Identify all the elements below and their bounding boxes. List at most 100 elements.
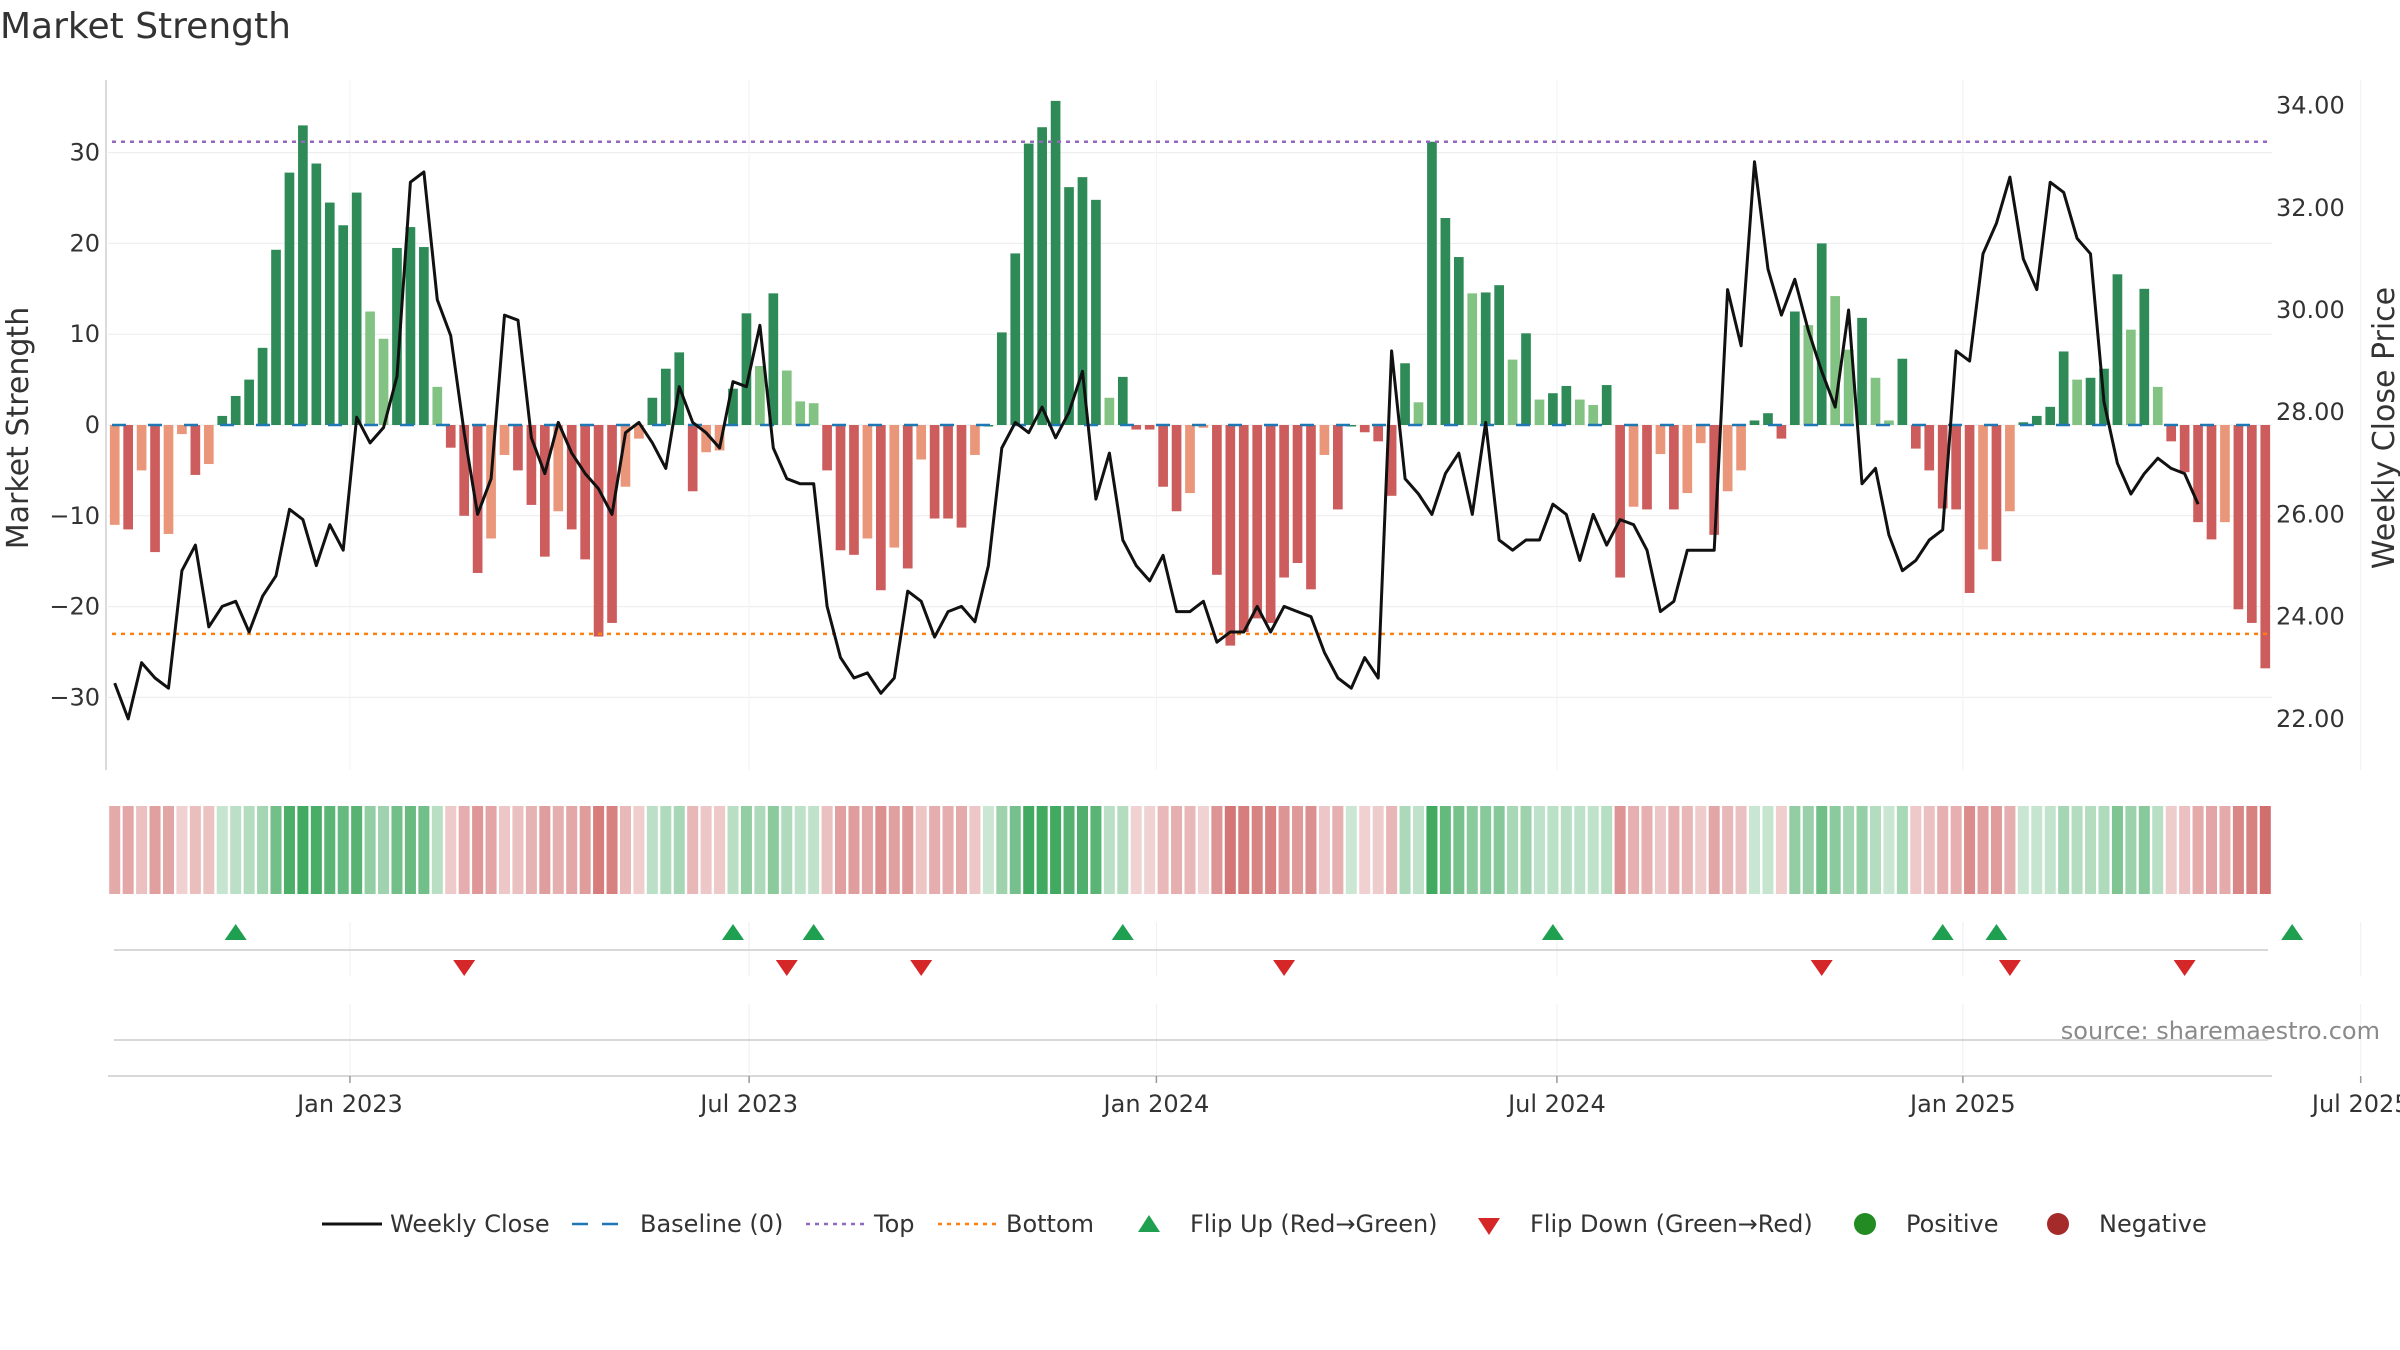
strength-bar bbox=[580, 425, 590, 560]
strength-bar bbox=[876, 425, 886, 591]
strip-cell bbox=[821, 806, 833, 894]
strip-cell bbox=[391, 806, 403, 894]
strength-bar bbox=[553, 425, 564, 512]
legend-swatch-flip-up bbox=[1138, 1215, 1160, 1232]
strength-bar bbox=[849, 425, 859, 555]
strength-bar bbox=[929, 425, 940, 519]
strip-cell bbox=[2044, 806, 2056, 894]
strip-cell bbox=[1977, 806, 1989, 894]
strength-bar bbox=[2112, 274, 2123, 425]
strip-cell bbox=[378, 806, 390, 894]
strength-bar bbox=[136, 425, 147, 471]
strength-bar bbox=[2058, 351, 2069, 425]
strength-bar bbox=[647, 397, 658, 425]
strength-bar bbox=[1548, 393, 1558, 425]
strength-bar bbox=[1427, 141, 1437, 425]
strength-bar bbox=[163, 425, 174, 534]
strength-bar bbox=[1830, 296, 1841, 425]
strength-bar bbox=[203, 425, 214, 465]
strip-cell bbox=[942, 806, 954, 894]
strip-cell bbox=[1601, 806, 1613, 894]
strength-bar bbox=[1682, 425, 1693, 494]
flip-down-marker bbox=[775, 960, 798, 976]
strip-cell bbox=[2192, 806, 2204, 894]
strip-cell bbox=[2179, 806, 2191, 894]
strip-cell bbox=[2206, 806, 2218, 894]
strip-cell bbox=[485, 806, 497, 894]
source-credit: source: sharemaestro.com bbox=[2061, 1017, 2380, 1045]
strip-cell bbox=[472, 806, 484, 894]
strip-cell bbox=[1036, 806, 1048, 894]
strip-cell bbox=[539, 806, 551, 894]
left-tick-label: 0 bbox=[85, 411, 100, 439]
strength-bar bbox=[459, 425, 470, 516]
strength-bar bbox=[1601, 385, 1612, 425]
legend: Weekly Close Baseline (0) Top Bottom Flip Up… bbox=[322, 1210, 2207, 1238]
strength-bar bbox=[123, 425, 134, 530]
strip-cell bbox=[1547, 806, 1559, 894]
strip-cell bbox=[1439, 806, 1451, 894]
strip-cell bbox=[1829, 806, 1841, 894]
legend-item: Weekly Close bbox=[322, 1210, 550, 1238]
strength-bar bbox=[1709, 425, 1720, 535]
strength-bar bbox=[2085, 377, 2096, 425]
strip-cell bbox=[848, 806, 860, 894]
legend-swatch-flip-down bbox=[1478, 1218, 1500, 1235]
strength-bar bbox=[539, 425, 550, 557]
strength-bar bbox=[1749, 420, 1760, 425]
strip-cell bbox=[1923, 806, 1935, 894]
strip-cell bbox=[1211, 806, 1223, 894]
strip-cell bbox=[2004, 806, 2016, 894]
strength-bar bbox=[714, 425, 725, 451]
strip-cell bbox=[2219, 806, 2231, 894]
strip-cell bbox=[1171, 806, 1183, 894]
strength-bar bbox=[1400, 363, 1410, 425]
strength-bar bbox=[217, 415, 228, 425]
strength-bar bbox=[1386, 425, 1397, 496]
strip-cell bbox=[767, 806, 779, 894]
strength-bar bbox=[419, 247, 429, 425]
strip-cell bbox=[2058, 806, 2070, 894]
strength-bar bbox=[298, 125, 308, 425]
strip-cell bbox=[1722, 806, 1734, 894]
strength-bar bbox=[513, 425, 523, 471]
strength-bar bbox=[1695, 425, 1706, 444]
legend-item: Flip Up (Red→Green) bbox=[1138, 1210, 1438, 1238]
strength-bar bbox=[741, 313, 752, 425]
strength-bar bbox=[2045, 406, 2056, 425]
strip-cell bbox=[1816, 806, 1828, 894]
strength-bar bbox=[1615, 425, 1625, 578]
strength-bar bbox=[1937, 425, 1948, 509]
flip-up-marker bbox=[1111, 924, 1134, 940]
strip-cell bbox=[1789, 806, 1801, 894]
x-axis-ticks: Jan 2023 Jul 2023 Jan 2024 Jul 2024 Jan 2025… bbox=[295, 1076, 2400, 1118]
strength-bar bbox=[1870, 377, 1881, 425]
flip-down-marker bbox=[1998, 960, 2021, 976]
strip-cell bbox=[982, 806, 994, 894]
strip-cell bbox=[1292, 806, 1304, 894]
strip-cell bbox=[2152, 806, 2164, 894]
x-tick-label: Jul 2023 bbox=[698, 1090, 798, 1118]
strength-bar bbox=[1467, 293, 1478, 425]
legend-item: Flip Down (Green→Red) bbox=[1478, 1210, 1813, 1238]
strip-cell bbox=[808, 806, 820, 894]
strip-cell bbox=[2031, 806, 2043, 894]
strip-cell bbox=[1735, 806, 1747, 894]
strength-bar bbox=[1091, 199, 1101, 425]
strength-bar bbox=[271, 249, 281, 425]
strength-bar bbox=[230, 395, 241, 425]
strength-bars bbox=[109, 100, 2271, 669]
strength-bar bbox=[1265, 425, 1276, 623]
strip-cell bbox=[445, 806, 457, 894]
strength-bar bbox=[687, 425, 698, 492]
strength-bar bbox=[1373, 425, 1384, 442]
strip-cell bbox=[794, 806, 806, 894]
strength-bar bbox=[2031, 415, 2042, 425]
strip-cell bbox=[1386, 806, 1398, 894]
strip-cell bbox=[1090, 806, 1102, 894]
strip-cell bbox=[1869, 806, 1882, 894]
strength-bar bbox=[1279, 425, 1289, 578]
strip-cell bbox=[1359, 806, 1371, 894]
strength-bar bbox=[728, 388, 738, 425]
strip-cell bbox=[404, 806, 416, 894]
